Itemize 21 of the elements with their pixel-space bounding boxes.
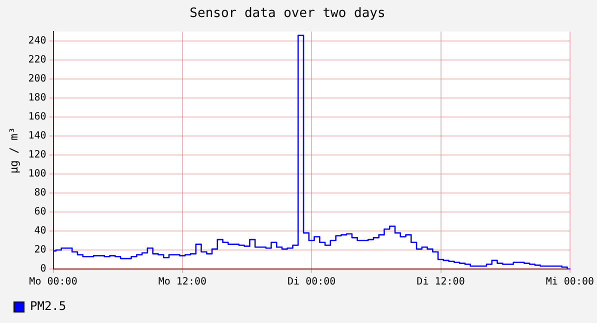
y-tick-label: 80: [34, 188, 46, 199]
x-tick-label: Mi 00:00: [546, 276, 594, 288]
y-tick-label: 20: [34, 244, 46, 256]
y-tick-label: 220: [28, 54, 46, 66]
y-tick-label: 200: [28, 74, 46, 85]
x-tick-label: Mo 00:00: [29, 276, 78, 288]
x-tick-label: Di 00:00: [288, 276, 336, 288]
legend-label: PM2.5: [30, 299, 66, 314]
x-tick-label: Mo 12:00: [158, 276, 207, 288]
y-tick-label: 40: [34, 226, 46, 237]
y-tick-label: 120: [28, 150, 46, 161]
y-tick-label: 180: [28, 92, 46, 104]
y-tick-label: 100: [28, 168, 46, 180]
x-tick-label: Di 12:00: [416, 276, 465, 288]
y-axis-title: µg / m³: [7, 127, 20, 174]
y-tick-label: 140: [28, 130, 46, 142]
y-tick-label: 240: [28, 36, 46, 47]
y-tick-label: 0: [40, 264, 46, 275]
y-tick-label: 60: [34, 206, 46, 218]
y-tick-label: 160: [28, 112, 46, 123]
chart-title: Sensor data over two days: [190, 6, 386, 22]
